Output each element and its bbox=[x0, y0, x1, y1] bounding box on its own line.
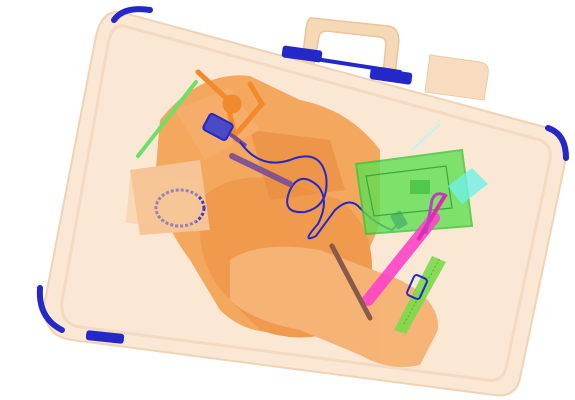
pen bbox=[329, 243, 373, 321]
handle-bar bbox=[294, 54, 402, 74]
clip-bottom bbox=[85, 330, 125, 344]
charger-cable bbox=[239, 141, 401, 240]
toothbrush-head bbox=[416, 192, 448, 242]
suitcase-strap bbox=[424, 54, 489, 101]
cyan-wire bbox=[411, 123, 441, 151]
corner-clips bbox=[36, 6, 569, 344]
comb bbox=[394, 256, 446, 334]
cyan-object bbox=[448, 168, 488, 204]
hook-handle bbox=[424, 192, 447, 235]
circuit-board bbox=[354, 148, 474, 236]
rod bbox=[229, 153, 293, 187]
suitcase-rim bbox=[60, 24, 552, 382]
clip-right bbox=[545, 125, 569, 161]
clip-bottom-left bbox=[36, 285, 65, 333]
clip-top-left bbox=[111, 6, 153, 23]
suitcase-handle bbox=[301, 17, 400, 76]
green-stick bbox=[136, 80, 198, 158]
charger-plug bbox=[202, 113, 248, 148]
panel-left bbox=[125, 173, 201, 229]
